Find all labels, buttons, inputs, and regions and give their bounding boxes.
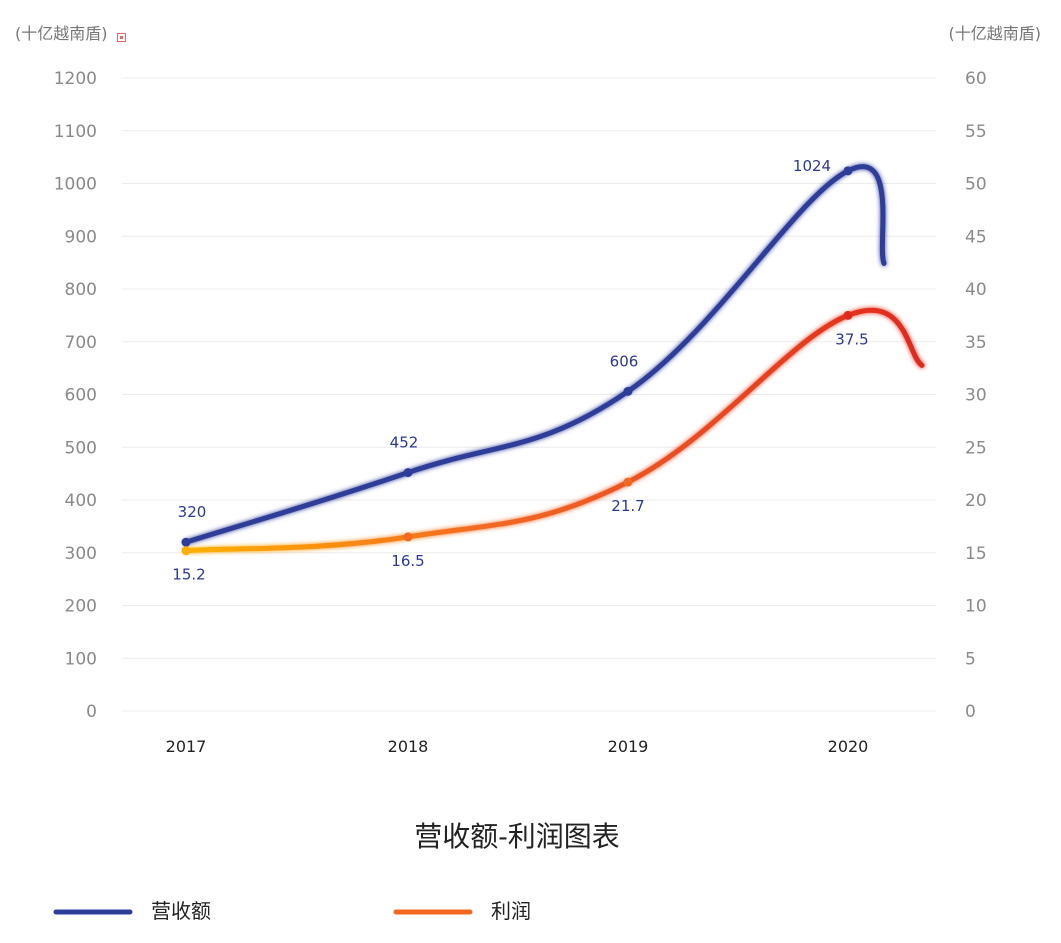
right-tick-label: 10 [965, 597, 987, 617]
profit-point [623, 477, 633, 487]
chart-title: 营收额-利润图表 [414, 820, 619, 853]
right-tick-label: 35 [965, 333, 987, 353]
right-tick-label: 20 [965, 491, 987, 511]
grid-lines [122, 77, 936, 712]
left-tick-label: 400 [65, 491, 97, 511]
left-tick-label: 500 [65, 438, 97, 458]
expand-icon [117, 33, 126, 42]
revenue-data-label: 320 [178, 503, 207, 521]
legend: 营收额 利润 [53, 899, 531, 923]
data-labels: 320 452 606 1024 15.2 16.5 21.7 37.5 [172, 157, 868, 584]
right-tick-label: 0 [965, 702, 976, 722]
right-tick-label: 45 [965, 227, 987, 247]
revenue-point [623, 386, 633, 396]
left-tick-label: 700 [65, 333, 97, 353]
right-tick-label: 15 [965, 544, 987, 564]
data-points [181, 166, 853, 556]
x-axis-ticks: 2017 2018 2019 2020 [166, 737, 869, 756]
profit-point [181, 546, 191, 556]
revenue-point [181, 537, 191, 547]
right-axis-ticks: 0 5 10 15 20 25 30 35 40 45 50 55 60 [965, 69, 987, 722]
revenue-data-label: 606 [610, 352, 639, 370]
left-tick-label: 300 [65, 544, 97, 564]
profit-data-label: 37.5 [835, 330, 868, 348]
revenue-point [403, 468, 413, 478]
left-axis-unit: (十亿越南盾) [15, 24, 108, 43]
profit-point [843, 310, 853, 320]
left-tick-label: 600 [65, 386, 97, 406]
profit-data-label: 15.2 [172, 566, 205, 584]
profit-point [403, 532, 413, 542]
right-tick-label: 55 [965, 122, 987, 142]
revenue-data-label: 1024 [793, 157, 831, 175]
right-tick-label: 60 [965, 69, 987, 89]
left-tick-label: 0 [86, 702, 97, 722]
right-axis-unit: (十亿越南盾) [949, 24, 1042, 43]
left-tick-label: 900 [65, 227, 97, 247]
right-tick-label: 40 [965, 280, 987, 300]
profit-data-label: 21.7 [611, 497, 644, 515]
x-tick-label: 2018 [388, 737, 429, 756]
left-tick-label: 1100 [54, 122, 97, 142]
right-tick-label: 50 [965, 175, 987, 195]
left-tick-label: 800 [65, 280, 97, 300]
x-tick-label: 2019 [608, 737, 649, 756]
legend-label-revenue: 营收额 [151, 899, 211, 923]
right-tick-label: 30 [965, 386, 987, 406]
left-tick-label: 100 [65, 649, 97, 669]
left-tick-label: 1200 [54, 69, 97, 89]
x-tick-label: 2017 [166, 737, 207, 756]
left-axis-ticks: 0 100 200 300 400 500 600 700 800 900 1000 1100 1200 [54, 69, 97, 722]
profit-data-label: 16.5 [391, 552, 424, 570]
x-tick-label: 2020 [828, 737, 869, 756]
revenue-data-label: 452 [390, 434, 419, 452]
right-tick-label: 5 [965, 649, 976, 669]
series-line-revenue [183, 164, 887, 545]
legend-label-profit: 利润 [491, 899, 531, 923]
right-tick-label: 25 [965, 438, 987, 458]
left-tick-label: 1000 [54, 175, 97, 195]
left-tick-label: 200 [65, 597, 97, 617]
revenue-point [843, 166, 853, 176]
